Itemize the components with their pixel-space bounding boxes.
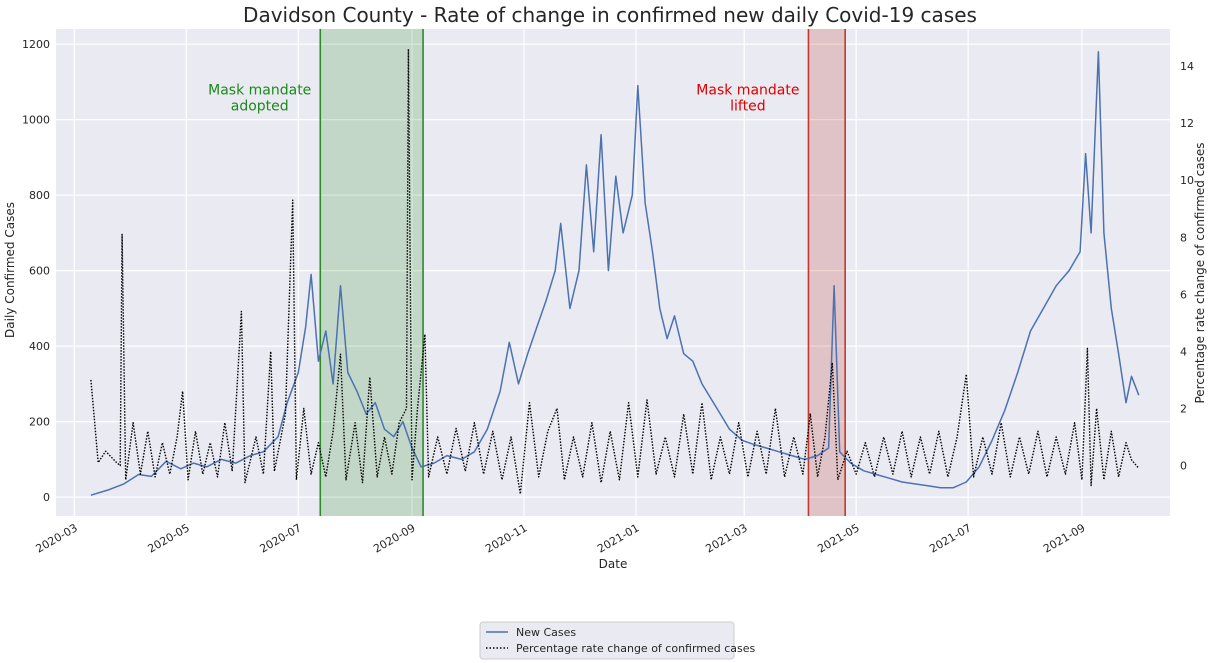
- chart-title: Davidson County - Rate of change in conf…: [243, 3, 977, 27]
- y-axis-right-ticks: 0 2 4 6 8 10 12 14: [1180, 60, 1194, 472]
- legend-box: [479, 621, 735, 660]
- series-lines: [90, 48, 1140, 496]
- x-tick-label: 2020-07: [257, 521, 303, 555]
- shaded-region: [320, 29, 424, 516]
- y-left-tick-label: 200: [29, 416, 50, 429]
- series-line-new-cases: [90, 50, 1140, 496]
- plot-area: [56, 29, 1170, 516]
- x-tick-label: 2021-05: [815, 521, 861, 555]
- x-tick-label: 2020-03: [34, 521, 80, 555]
- x-tick-label: 2020-11: [483, 521, 529, 555]
- series-line-rate-change: [90, 48, 1140, 495]
- x-tick-label: 2020-09: [371, 521, 417, 555]
- y-right-tick-label: 14: [1180, 60, 1194, 73]
- legend-new-cases-label: New Cases: [516, 626, 576, 639]
- annotation-text: adopted: [231, 98, 289, 114]
- y-axis-right-label: Percentage rate change of confirmed case…: [1193, 142, 1207, 403]
- x-axis-label: Date: [599, 557, 628, 571]
- y-axis-left-ticks: 0 200 400 600 800 1000 1200: [22, 38, 50, 504]
- y-right-tick-label: 10: [1180, 174, 1194, 187]
- y-left-tick-label: 600: [29, 265, 50, 278]
- annotation-text: Mask mandate: [208, 82, 311, 98]
- y-left-tick-label: 0: [43, 491, 50, 504]
- y-left-tick-label: 800: [29, 189, 50, 202]
- x-tick-label: 2021-09: [1041, 521, 1087, 555]
- annotation-text: Mask mandate: [696, 82, 799, 98]
- x-tick-label: 2021-01: [595, 521, 641, 555]
- x-tick-label: 2021-07: [927, 521, 973, 555]
- legend-rate-label: Percentage rate change of confirmed case…: [516, 642, 756, 655]
- x-tick-label: 2020-05: [145, 521, 191, 555]
- y-right-tick-label: 2: [1180, 402, 1187, 415]
- grid: [56, 29, 1170, 516]
- y-axis-left-label: Daily Confirmed Cases: [3, 202, 17, 338]
- y-right-tick-label: 0: [1180, 460, 1187, 473]
- x-tick-label: 2021-03: [703, 521, 749, 555]
- y-right-tick-label: 12: [1180, 117, 1194, 130]
- y-left-tick-label: 400: [29, 340, 50, 353]
- x-axis-ticks: 2020-03 2020-05 2020-07 2020-09 2020-11 2021-…: [34, 521, 1088, 555]
- y-right-tick-label: 4: [1180, 345, 1187, 358]
- y-left-tick-label: 1000: [22, 114, 50, 127]
- y-right-tick-label: 8: [1180, 231, 1187, 244]
- annotation-text: lifted: [730, 98, 765, 114]
- y-left-tick-label: 1200: [22, 38, 50, 51]
- y-right-tick-label: 6: [1180, 288, 1187, 301]
- legend: New Cases Percentage rate change of conf…: [479, 621, 756, 660]
